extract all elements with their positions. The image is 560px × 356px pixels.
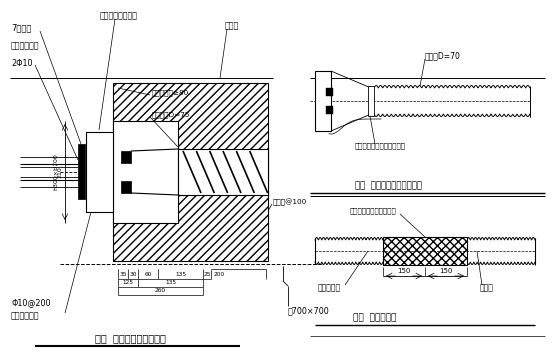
Text: 接头波纹管: 接头波纹管 [318,283,341,293]
Text: 图三  波纹管接头: 图三 波纹管接头 [353,314,396,323]
Text: 150: 150 [397,268,410,274]
Text: 波纹管: 波纹管 [480,283,494,293]
Text: 波纹管D=70: 波纹管D=70 [425,52,461,61]
Text: 60: 60 [144,272,152,277]
Text: 25: 25 [203,272,211,277]
Text: 150: 150 [439,268,452,274]
Text: 125: 125 [123,281,134,286]
Text: 210: 210 [57,166,62,178]
Text: 200: 200 [214,272,225,277]
Bar [178,149,268,195]
Text: 波纹管外D=75: 波纹管外D=75 [152,112,190,118]
Text: 图二  锚垫板与波纹管的连接: 图二 锚垫板与波纹管的连接 [355,182,422,190]
Bar [368,86,374,116]
Bar [326,88,333,96]
Text: Φ10@200: Φ10@200 [11,298,50,308]
Text: 封头张拉后浇: 封头张拉后浇 [11,312,40,320]
Text: 用浸泡过水泥浆的棉纱封堵: 用浸泡过水泥浆的棉纱封堵 [355,143,406,149]
Text: 柱主筋净距≥80: 柱主筋净距≥80 [152,90,189,96]
Text: 30: 30 [129,272,137,277]
Text: 螺旋筋: 螺旋筋 [225,21,239,31]
Bar [121,181,131,193]
Bar [121,151,131,163]
Text: 260: 260 [155,288,166,293]
Text: 锚垫板（喇叭管）: 锚垫板（喇叭管） [100,11,138,21]
Bar [78,144,85,199]
Text: 135: 135 [165,281,176,286]
Text: 图一  有粘结张拉端构造图: 图一 有粘结张拉端构造图 [95,333,165,343]
Text: 35: 35 [119,272,127,277]
Text: 柱700×700: 柱700×700 [288,307,330,315]
Text: 7孔锚板: 7孔锚板 [11,23,31,32]
Text: 柱箍筋@100: 柱箍筋@100 [273,198,307,206]
Bar [383,237,467,265]
Text: 2Φ10: 2Φ10 [11,58,32,68]
Bar [113,121,178,223]
Text: 密封胶带缠绕波纹管接口: 密封胶带缠绕波纹管接口 [350,208,396,214]
Bar [113,83,268,261]
Text: h300×b700: h300×b700 [54,154,58,190]
Bar [326,106,333,114]
Bar [315,71,331,131]
Text: 135: 135 [175,272,186,277]
Bar [86,132,113,212]
Text: 预应力钢绞线: 预应力钢绞线 [11,42,40,51]
